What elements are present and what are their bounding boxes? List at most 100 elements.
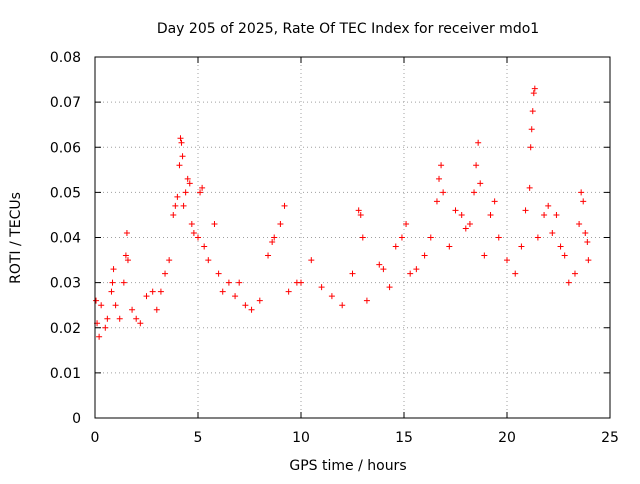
y-tick-label: 0.03 bbox=[50, 276, 81, 292]
data-point bbox=[122, 252, 129, 259]
data-point bbox=[475, 139, 482, 146]
data-point bbox=[438, 162, 445, 169]
data-point bbox=[553, 211, 560, 218]
data-point bbox=[392, 243, 399, 250]
y-tick-label: 0.07 bbox=[50, 95, 81, 111]
data-point bbox=[116, 315, 123, 322]
data-point bbox=[436, 175, 443, 182]
data-point bbox=[190, 229, 197, 236]
data-point bbox=[102, 324, 109, 331]
data-point bbox=[143, 293, 150, 300]
y-tick-label: 0.06 bbox=[50, 140, 81, 156]
data-point bbox=[545, 202, 552, 209]
data-point bbox=[184, 175, 191, 182]
data-point bbox=[578, 189, 585, 196]
data-point bbox=[179, 153, 186, 160]
data-point bbox=[232, 293, 239, 300]
y-tick-label: 0.02 bbox=[50, 321, 81, 337]
data-point bbox=[557, 243, 564, 250]
data-point bbox=[225, 279, 232, 286]
data-point bbox=[157, 288, 164, 295]
data-point bbox=[172, 202, 179, 209]
data-point bbox=[211, 220, 218, 227]
data-point bbox=[205, 257, 212, 264]
data-point bbox=[98, 302, 105, 309]
data-point bbox=[109, 279, 116, 286]
data-point bbox=[541, 211, 548, 218]
data-point bbox=[527, 144, 534, 151]
data-point bbox=[93, 297, 100, 304]
data-point bbox=[526, 184, 533, 191]
data-point bbox=[446, 243, 453, 250]
data-point bbox=[582, 229, 589, 236]
data-point bbox=[565, 279, 572, 286]
data-point bbox=[269, 239, 276, 246]
x-tick-label: 15 bbox=[395, 430, 413, 446]
data-point bbox=[477, 180, 484, 187]
data-point bbox=[407, 270, 414, 277]
data-point bbox=[528, 126, 535, 133]
data-point bbox=[534, 234, 541, 241]
data-point bbox=[265, 252, 272, 259]
data-point bbox=[481, 252, 488, 259]
y-tick-label: 0.01 bbox=[50, 366, 81, 382]
data-point bbox=[215, 270, 222, 277]
data-point bbox=[386, 284, 393, 291]
y-tick-label: 0 bbox=[72, 411, 81, 427]
y-tick-label: 0.04 bbox=[50, 231, 81, 247]
data-point bbox=[403, 220, 410, 227]
data-point bbox=[197, 189, 204, 196]
data-point bbox=[199, 184, 206, 191]
data-point bbox=[176, 162, 183, 169]
data-point bbox=[277, 220, 284, 227]
data-point bbox=[531, 85, 538, 92]
data-point bbox=[522, 207, 529, 214]
data-point bbox=[413, 266, 420, 273]
data-point bbox=[248, 306, 255, 313]
data-point bbox=[177, 135, 184, 142]
data-point bbox=[236, 279, 243, 286]
data-point bbox=[153, 306, 160, 313]
data-point bbox=[487, 211, 494, 218]
data-point bbox=[104, 315, 111, 322]
data-point bbox=[549, 229, 556, 236]
data-point bbox=[162, 270, 169, 277]
data-point bbox=[504, 257, 510, 264]
data-point bbox=[576, 220, 583, 227]
data-point bbox=[242, 302, 249, 309]
data-point bbox=[219, 288, 226, 295]
data-point bbox=[281, 202, 288, 209]
x-tick-label: 20 bbox=[498, 430, 516, 446]
data-point bbox=[585, 257, 592, 264]
data-point bbox=[112, 302, 119, 309]
data-point bbox=[421, 252, 428, 259]
data-point bbox=[124, 257, 131, 264]
y-tick-label: 0.05 bbox=[50, 185, 81, 201]
data-point bbox=[271, 234, 278, 241]
data-point bbox=[452, 207, 459, 214]
data-point bbox=[120, 279, 127, 286]
data-point bbox=[571, 270, 578, 277]
x-tick-label: 0 bbox=[91, 430, 100, 446]
data-point bbox=[398, 234, 405, 241]
data-point bbox=[182, 189, 189, 196]
y-axis-label: ROTI / TECUs bbox=[8, 192, 24, 284]
data-point bbox=[466, 220, 473, 227]
data-point bbox=[473, 162, 480, 169]
axis-ticks: 0 5 10 15 20 25 0 0.01 0.02 0.03 0.04 0.05 0.06 0.07 0… bbox=[50, 50, 619, 446]
data-point bbox=[349, 270, 356, 277]
x-axis-label: GPS time / hours bbox=[289, 458, 406, 474]
data-point bbox=[149, 288, 156, 295]
data-point bbox=[188, 220, 195, 227]
data-point bbox=[285, 288, 292, 295]
y-tick-label: 0.08 bbox=[50, 50, 81, 66]
data-point bbox=[339, 302, 346, 309]
data-point bbox=[376, 261, 383, 268]
data-point bbox=[108, 288, 115, 295]
data-point bbox=[518, 243, 525, 250]
data-point bbox=[166, 257, 173, 264]
data-point bbox=[110, 266, 117, 273]
data-point bbox=[471, 189, 478, 196]
data-point bbox=[530, 90, 537, 97]
